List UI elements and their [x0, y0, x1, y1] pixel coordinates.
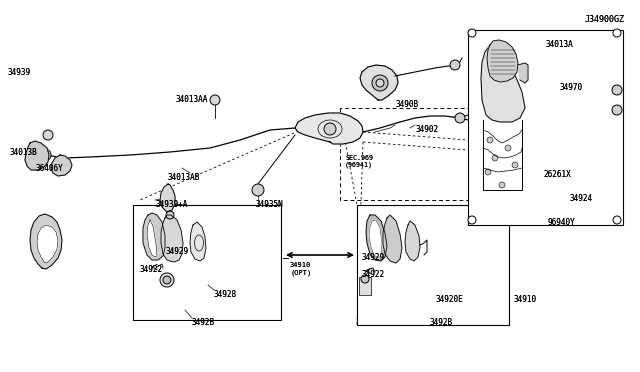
Text: 34935N: 34935N	[255, 200, 283, 209]
Text: 34929: 34929	[362, 253, 385, 262]
Bar	[359, 277, 371, 295]
Circle shape	[210, 95, 220, 105]
Polygon shape	[161, 215, 183, 262]
Circle shape	[39, 149, 51, 161]
Text: 36406Y: 36406Y	[35, 164, 63, 173]
Circle shape	[613, 29, 621, 37]
Polygon shape	[405, 221, 420, 261]
Polygon shape	[360, 65, 398, 100]
Text: 34928: 34928	[214, 290, 237, 299]
Circle shape	[160, 273, 174, 287]
Polygon shape	[295, 113, 363, 144]
Circle shape	[163, 276, 171, 284]
Text: 34929: 34929	[362, 253, 385, 262]
Text: 34922: 34922	[140, 265, 163, 274]
Polygon shape	[37, 225, 58, 263]
Text: 3490B: 3490B	[395, 100, 418, 109]
Text: 34922: 34922	[140, 265, 163, 274]
Text: 34929: 34929	[165, 247, 188, 256]
Text: 34013A: 34013A	[546, 40, 573, 49]
Text: 34939+A: 34939+A	[155, 200, 188, 209]
Polygon shape	[383, 215, 402, 263]
Circle shape	[492, 155, 498, 161]
Text: 34910: 34910	[513, 295, 536, 304]
Polygon shape	[160, 184, 175, 212]
Text: 34922: 34922	[362, 270, 385, 279]
Bar	[133, 205, 281, 320]
Circle shape	[455, 113, 465, 123]
Text: 34939: 34939	[8, 68, 31, 77]
Text: 34013AA: 34013AA	[175, 95, 207, 104]
Bar	[357, 205, 509, 325]
Polygon shape	[518, 63, 528, 83]
Polygon shape	[481, 44, 525, 122]
Circle shape	[487, 137, 493, 143]
Text: SEC.969
(96941): SEC.969 (96941)	[345, 155, 373, 169]
Text: 34013AB: 34013AB	[168, 173, 200, 182]
Text: 34013AA: 34013AA	[175, 95, 207, 104]
Polygon shape	[369, 220, 382, 258]
Circle shape	[252, 184, 264, 196]
Bar	[468, 30, 623, 225]
Text: 34902: 34902	[415, 125, 438, 134]
Circle shape	[166, 211, 174, 219]
Text: 3492B: 3492B	[430, 318, 453, 327]
Circle shape	[499, 182, 505, 188]
Polygon shape	[143, 213, 165, 260]
Text: 34924: 34924	[570, 194, 593, 203]
Circle shape	[376, 79, 384, 87]
Circle shape	[512, 162, 518, 168]
Text: 34939+A: 34939+A	[155, 200, 188, 209]
Polygon shape	[487, 40, 518, 82]
Text: 34939: 34939	[8, 68, 31, 77]
Polygon shape	[51, 155, 72, 176]
Text: 34929: 34929	[165, 247, 188, 256]
Text: 96940Y: 96940Y	[547, 218, 575, 227]
Text: 34013B: 34013B	[10, 148, 38, 157]
Circle shape	[468, 29, 476, 37]
Circle shape	[361, 275, 369, 283]
Text: 36406Y: 36406Y	[35, 164, 63, 173]
Circle shape	[613, 216, 621, 224]
Circle shape	[468, 216, 476, 224]
Text: 34910
(OPT): 34910 (OPT)	[290, 262, 311, 276]
Text: 34910: 34910	[513, 295, 536, 304]
Text: 96940Y: 96940Y	[547, 218, 575, 227]
Circle shape	[612, 105, 622, 115]
Text: 3492B: 3492B	[430, 318, 453, 327]
Text: 26261X: 26261X	[543, 170, 571, 179]
Polygon shape	[147, 220, 157, 257]
Text: 3490B: 3490B	[395, 100, 418, 109]
Circle shape	[485, 169, 491, 175]
Text: 34970: 34970	[559, 83, 582, 92]
Text: 3492B: 3492B	[192, 318, 215, 327]
Text: 34928: 34928	[214, 290, 237, 299]
Text: 34924: 34924	[570, 194, 593, 203]
Text: 34902: 34902	[415, 125, 438, 134]
Text: J34900GZ: J34900GZ	[585, 15, 625, 24]
Text: 34013AB: 34013AB	[168, 173, 200, 182]
Circle shape	[505, 145, 511, 151]
Polygon shape	[366, 215, 387, 261]
Circle shape	[450, 60, 460, 70]
Circle shape	[324, 123, 336, 135]
Text: 34970: 34970	[559, 83, 582, 92]
Text: 34910
(OPT): 34910 (OPT)	[290, 262, 311, 276]
Polygon shape	[190, 222, 206, 261]
Text: 34013B: 34013B	[10, 148, 38, 157]
Circle shape	[612, 85, 622, 95]
Text: 34920E: 34920E	[435, 295, 463, 304]
Text: 26261X: 26261X	[543, 170, 571, 179]
Text: 34935N: 34935N	[255, 200, 283, 209]
Polygon shape	[25, 141, 49, 170]
Text: 34922: 34922	[362, 270, 385, 279]
Circle shape	[372, 75, 388, 91]
Text: J34900GZ: J34900GZ	[585, 15, 625, 24]
Text: 34920E: 34920E	[435, 295, 463, 304]
Text: 3492B: 3492B	[192, 318, 215, 327]
Text: SEC.969
(96941): SEC.969 (96941)	[345, 155, 373, 169]
Circle shape	[43, 130, 53, 140]
Polygon shape	[30, 214, 62, 269]
Text: 34013A: 34013A	[546, 40, 573, 49]
